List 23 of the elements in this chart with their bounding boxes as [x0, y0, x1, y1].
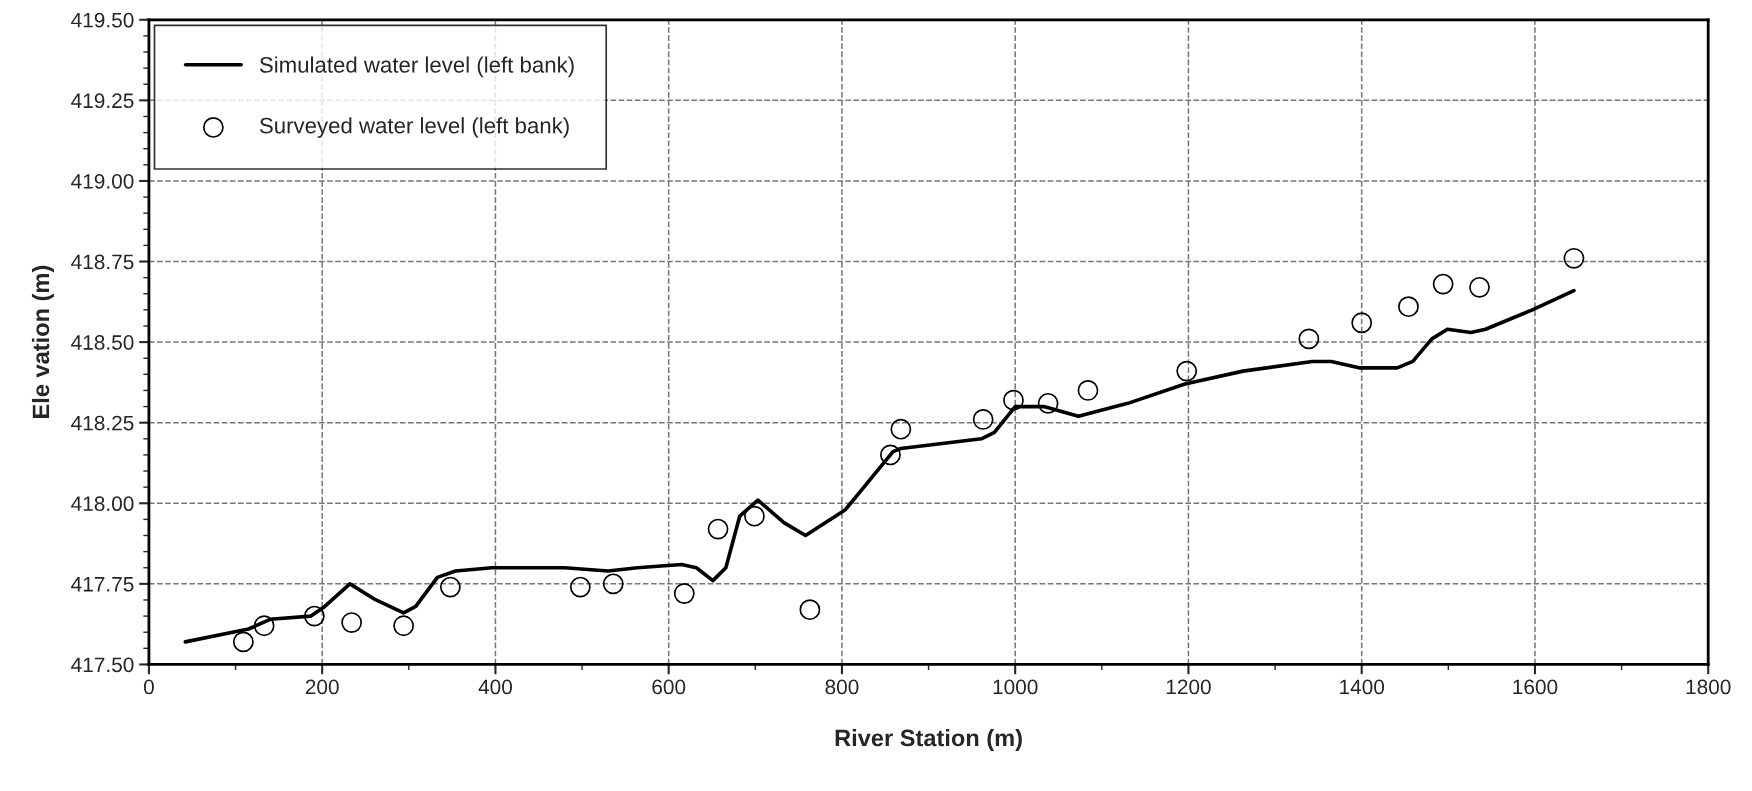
legend-label: Surveyed water level (left bank) [259, 117, 569, 138]
y-tick-label: 417.75 [71, 577, 134, 592]
x-tick-label: 1800 [1686, 679, 1731, 695]
x-tick-label: 1200 [1166, 679, 1211, 695]
x-tick-label: 1400 [1340, 679, 1385, 695]
y-tick-label: 417.50 [71, 657, 134, 673]
y-tick-label: 418.75 [71, 254, 134, 270]
legend-label: Simulated water level (left bank) [259, 56, 574, 78]
x-tick-label: 400 [478, 679, 512, 695]
y-tick-label: 418.25 [71, 415, 134, 431]
y-tick-label: 418.50 [71, 335, 134, 350]
x-tick-label: 1600 [1513, 679, 1558, 695]
y-tick-label: 419.00 [71, 173, 134, 189]
y-tick-label: 419.50 [71, 12, 134, 28]
x-tick-label: 1000 [993, 679, 1038, 695]
x-tick-label: 0 [143, 679, 154, 695]
x-axis-title: River Station (m) [835, 729, 1022, 752]
y-axis-title: Ele vation (m) [31, 265, 54, 418]
y-tick-label: 419.25 [71, 93, 134, 109]
y-tick-label: 418.00 [71, 496, 134, 512]
x-tick-label: 600 [652, 679, 686, 695]
x-tick-label: 800 [825, 679, 859, 695]
x-tick-label: 200 [305, 679, 339, 695]
